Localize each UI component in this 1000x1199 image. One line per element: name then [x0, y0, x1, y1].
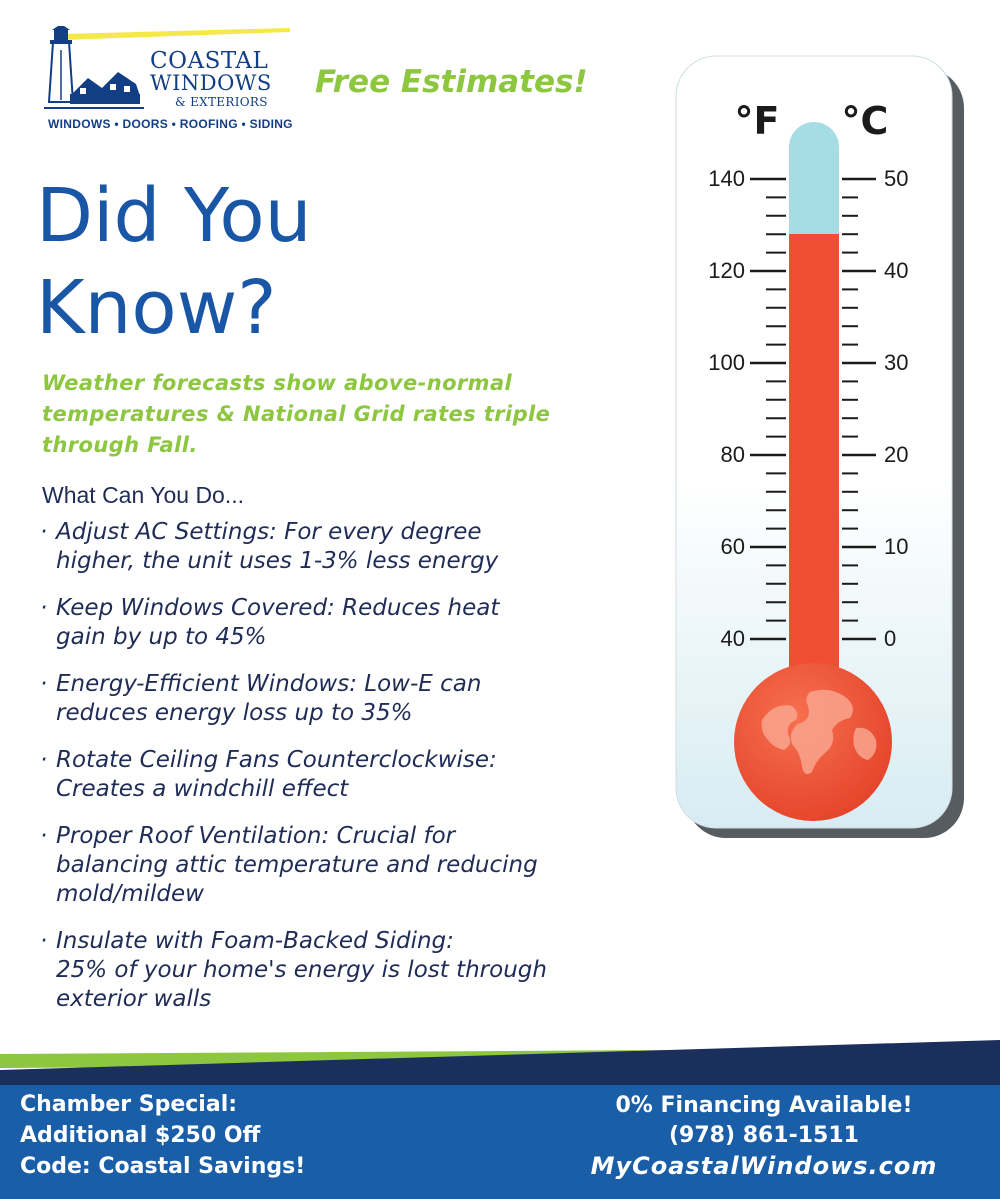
free-estimates-badge: Free Estimates! [315, 64, 588, 100]
bullet-icon: · [40, 519, 48, 545]
headline-line2: Know? [36, 265, 277, 351]
c-label: 30 [884, 350, 908, 375]
tip-line: balancing attic temperature and reducing [56, 852, 538, 878]
tip-line: reduces energy loss up to 35% [56, 700, 413, 726]
tip-item: · Proper Roof Ventilation: Crucial for b… [40, 822, 670, 909]
tip-line: Creates a windchill effect [56, 776, 349, 802]
bullet-icon: · [40, 928, 48, 954]
chamber-special: Chamber Special: Additional $250 Off Cod… [20, 1089, 305, 1182]
financing-text: 0% Financing Available! [615, 1093, 913, 1118]
c-label: 50 [884, 166, 908, 191]
tip-line: exterior walls [56, 986, 212, 1012]
f-label: 60 [721, 534, 745, 559]
tip-item: · Insulate with Foam-Backed Siding: 25% … [40, 927, 670, 1014]
logo-text-windows: WINDOWS [150, 71, 272, 95]
c-label: 20 [884, 442, 908, 467]
logo-text-exteriors: & EXTERIORS [175, 95, 268, 109]
tick-marks [750, 177, 876, 641]
c-label: 10 [884, 534, 908, 559]
c-label: 40 [884, 258, 908, 283]
footer-contact: 0% Financing Available! (978) 861-1511 M… [554, 1091, 974, 1181]
tip-item: · Adjust AC Settings: For every degree h… [40, 518, 670, 576]
tip-item: · Rotate Ceiling Fans Counterclockwise: … [40, 746, 670, 804]
footer-bar: Chamber Special: Additional $250 Off Cod… [0, 1085, 1000, 1199]
tip-line: higher, the unit uses 1-3% less energy [56, 548, 499, 574]
tip-line: 25% of your home's energy is lost throug… [56, 957, 547, 983]
thermometer-illustration: °F °C 140 120 100 80 60 40 50 40 30 20 1… [675, 55, 964, 838]
footer-left-line: Chamber Special: [20, 1092, 238, 1117]
tip-item: · Energy-Efficient Windows: Low-E can re… [40, 670, 670, 728]
subtitle: Weather forecasts show above-normal temp… [42, 371, 551, 457]
f-label: 100 [708, 350, 745, 375]
f-label: 80 [721, 442, 745, 467]
footer-left-line: Code: Coastal Savings! [20, 1154, 306, 1179]
bullet-icon: · [40, 671, 48, 697]
company-logo: COASTAL WINDOWS & EXTERIORS WINDOWS • DO… [40, 26, 300, 136]
phone-number[interactable]: (978) 861-1511 [669, 1123, 859, 1148]
logo-text-coastal: COASTAL [150, 48, 269, 74]
tip-line: mold/mildew [56, 881, 204, 907]
tip-item: · Keep Windows Covered: Reduces heat gai… [40, 594, 670, 652]
tip-line: Energy-Efficient Windows: Low-E can [56, 671, 482, 697]
unit-fahrenheit: °F [735, 99, 780, 143]
website-link[interactable]: MyCoastalWindows.com [590, 1152, 938, 1180]
tips-list: · Adjust AC Settings: For every degree h… [40, 518, 670, 1032]
tip-line: Rotate Ceiling Fans Counterclockwise: [56, 747, 497, 773]
tip-line: Keep Windows Covered: Reduces heat [56, 595, 500, 621]
c-label: 0 [884, 626, 896, 651]
tip-line: gain by up to 45% [56, 624, 267, 650]
bullet-icon: · [40, 747, 48, 773]
f-label: 120 [708, 258, 745, 283]
lighthouse-house-icon [44, 26, 290, 109]
globe-icon [734, 663, 892, 821]
headline: Did You Know? [36, 170, 312, 354]
mercury-column [789, 234, 839, 704]
bullet-icon: · [40, 823, 48, 849]
f-label: 40 [721, 626, 745, 651]
tip-line: Insulate with Foam-Backed Siding: [56, 928, 454, 954]
bullet-icon: · [40, 595, 48, 621]
footer-left-line: Additional $250 Off [20, 1123, 261, 1148]
tip-line: Proper Roof Ventilation: Crucial for [56, 823, 456, 849]
tip-line: Adjust AC Settings: For every degree [56, 519, 482, 545]
headline-line1: Did You [36, 173, 312, 259]
unit-celsius: °C [842, 99, 889, 143]
logo-tagline: WINDOWS • DOORS • ROOFING • SIDING [48, 117, 293, 131]
what-can-you-do-heading: What Can You Do... [42, 482, 245, 508]
f-label: 140 [708, 166, 745, 191]
